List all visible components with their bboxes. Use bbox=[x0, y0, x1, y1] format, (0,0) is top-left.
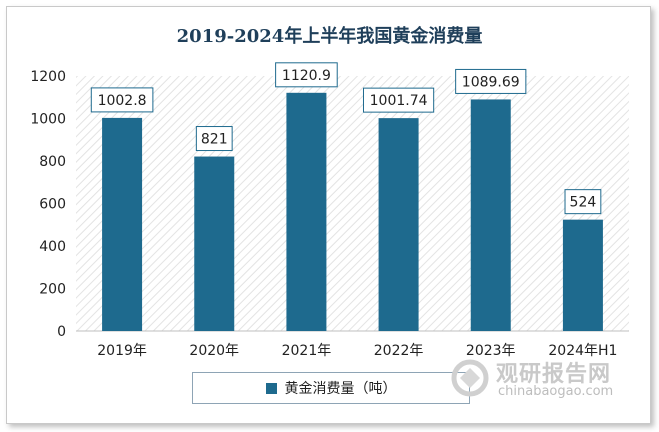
x-tick-label: 2023年 bbox=[466, 343, 516, 359]
data-label-box bbox=[455, 68, 527, 94]
data-label-box bbox=[90, 87, 154, 113]
y-tick-label: 600 bbox=[39, 197, 66, 213]
bar bbox=[194, 156, 235, 331]
data-label: 1002.8 bbox=[98, 93, 147, 109]
x-tick-label: 2020年 bbox=[189, 343, 239, 359]
data-label-box bbox=[195, 126, 233, 152]
y-tick-label: 800 bbox=[39, 154, 66, 170]
data-label: 1001.74 bbox=[370, 93, 428, 109]
watermark: 观研报告网 chinabaogao.com bbox=[450, 354, 640, 406]
data-label: 1089.69 bbox=[462, 74, 520, 90]
x-tick-label: 2021年 bbox=[282, 343, 332, 359]
data-label-box bbox=[564, 189, 602, 215]
bar bbox=[562, 219, 603, 331]
legend: 黄金消费量（吨） bbox=[192, 372, 470, 404]
y-tick-label: 0 bbox=[57, 324, 66, 340]
bar bbox=[378, 118, 419, 331]
y-tick-label: 400 bbox=[39, 239, 66, 255]
data-label-box bbox=[362, 87, 435, 113]
x-tick-label: 2022年 bbox=[374, 343, 424, 359]
y-tick-label: 200 bbox=[39, 282, 66, 298]
bar bbox=[286, 92, 327, 331]
chart-title: 2019-2024年上半年我国黄金消费量 bbox=[176, 26, 483, 47]
y-tick-label: 1000 bbox=[30, 112, 66, 128]
watermark-name: 观研报告网 bbox=[496, 362, 612, 387]
legend-label: 黄金消费量（吨） bbox=[284, 381, 397, 397]
legend-swatch bbox=[265, 382, 277, 394]
x-tick-label: 2024年H1 bbox=[548, 343, 617, 359]
watermark-url: chinabaogao.com bbox=[498, 384, 614, 399]
data-label: 821 bbox=[201, 132, 228, 148]
y-tick-label: 1200 bbox=[30, 69, 66, 85]
bar bbox=[470, 99, 511, 331]
bar bbox=[102, 117, 143, 331]
data-label: 1120.9 bbox=[282, 68, 331, 84]
plot-area bbox=[76, 76, 629, 331]
data-label-box bbox=[275, 62, 338, 88]
x-tick-label: 2019年 bbox=[97, 343, 147, 359]
data-label: 524 bbox=[570, 195, 597, 211]
watermark-logo-icon bbox=[451, 359, 489, 397]
